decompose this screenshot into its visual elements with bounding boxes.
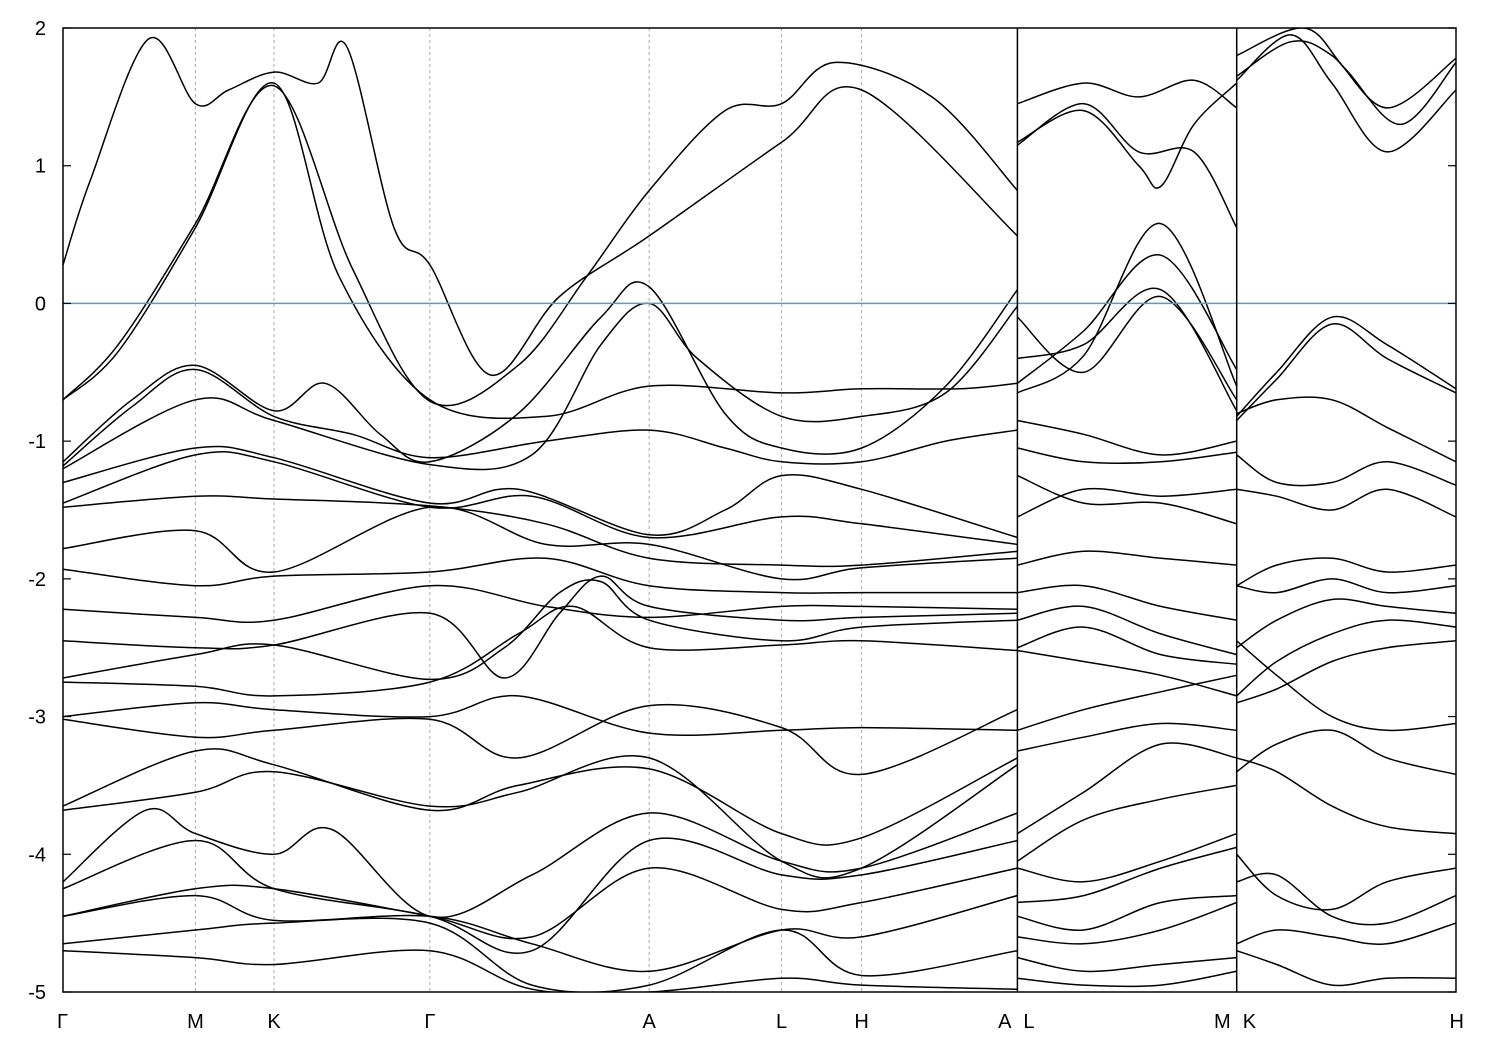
band-line-24: [63, 917, 1018, 992]
plot-frame: [62, 27, 1457, 993]
band-line-62: [1236, 598, 1456, 649]
x-tick-label: K: [1243, 1011, 1257, 1033]
y-tick-label: 0: [35, 293, 46, 315]
grid-lines: [194, 28, 1238, 992]
y-tick-label: -5: [28, 982, 46, 1004]
band-line-55: [1236, 315, 1456, 417]
y-axis: -5 -4 -3 -2 -1 0 1 2: [28, 18, 1456, 1004]
x-tick-label: M: [1214, 1011, 1231, 1033]
band-line-15: [63, 605, 1018, 697]
band-line-47: [1017, 846, 1237, 904]
band-line-52: [1236, 40, 1456, 109]
band-line-45: [1017, 784, 1237, 862]
x-tick-label: H: [1450, 1011, 1464, 1033]
band-line-69: [1236, 872, 1456, 926]
y-tick-label: -3: [28, 707, 46, 729]
band-line-14: [63, 579, 1018, 681]
band-line-6: [63, 302, 1018, 471]
band-line-41: [1017, 649, 1237, 697]
band-line-36: [1017, 487, 1237, 518]
band-line-63: [1236, 619, 1456, 697]
y-tick-label: 2: [35, 18, 46, 40]
band-line-9: [63, 495, 1018, 568]
band-line-27: [1016, 102, 1238, 229]
band-line-10: [63, 506, 1018, 581]
band-line-44: [1017, 742, 1237, 835]
x-tick-label: H: [854, 1011, 868, 1033]
band-line-28: [1017, 82, 1238, 189]
band-line-8: [63, 450, 1018, 546]
path-break-lines: [1016, 28, 1238, 992]
band-line-56: [1236, 323, 1456, 422]
band-line-7: [63, 445, 1018, 539]
band-line-46: [1017, 832, 1237, 883]
band-line-11: [63, 557, 1018, 594]
band-line-68: [1236, 853, 1456, 911]
y-tick-label: 1: [35, 156, 46, 178]
band-line-2: [63, 82, 1018, 420]
band-line-13: [63, 575, 1018, 679]
band-line-39: [1017, 605, 1237, 656]
band-line-61: [1236, 578, 1456, 594]
band-line-42: [1017, 674, 1237, 732]
band-line-29: [1017, 222, 1238, 394]
x-tick-label: A: [998, 1011, 1012, 1033]
y-tick-label: -2: [28, 569, 46, 591]
band-line-67: [1236, 729, 1456, 776]
band-line-5: [63, 368, 1018, 467]
x-tick-label: A: [642, 1011, 656, 1033]
band-line-21: [63, 837, 1018, 954]
x-tick-label: M: [187, 1011, 204, 1033]
band-line-53: [1236, 34, 1456, 153]
band-line-35: [1017, 474, 1237, 525]
band-line-71: [1236, 949, 1456, 987]
band-line-22: [63, 867, 1018, 940]
band-line-49: [1017, 901, 1237, 945]
band-line-58: [1236, 454, 1456, 487]
band-line-54: [1236, 28, 1456, 126]
x-tick-label: Γ: [424, 1011, 435, 1033]
band-line-16: [63, 694, 1018, 736]
band-line-37: [1017, 550, 1237, 566]
band-line-31: [1017, 287, 1238, 412]
band-line-25: [63, 949, 1018, 992]
band-line-66: [1236, 757, 1456, 835]
band-line-1: [63, 36, 1018, 376]
band-line-32: [1016, 295, 1238, 401]
band-line-17: [63, 703, 1018, 776]
band-line-51: [1017, 970, 1237, 988]
x-tick-label: Γ: [57, 1011, 68, 1033]
band-line-50: [1017, 956, 1237, 973]
x-tick-label: L: [776, 1011, 787, 1033]
band-line-38: [1017, 584, 1237, 621]
band-line-34: [1017, 447, 1237, 465]
band-line-23: [63, 894, 1018, 973]
y-tick-label: -4: [28, 844, 46, 866]
band-line-30: [1016, 254, 1238, 384]
band-line-19: [63, 755, 1018, 879]
x-tick-label: L: [1023, 1011, 1034, 1033]
x-tick-label: K: [267, 1011, 281, 1033]
band-line-18: [63, 748, 1018, 846]
band-line-70: [1236, 922, 1456, 946]
band-line-43: [1017, 722, 1237, 752]
band-line-64: [1236, 640, 1456, 704]
band-line-40: [1017, 626, 1237, 665]
band-line-59: [1236, 488, 1456, 518]
band-line-48: [1017, 894, 1237, 931]
band-lines: [63, 28, 1456, 992]
band-line-20: [63, 807, 1018, 919]
band-line-33: [1017, 419, 1237, 456]
band-line-3: [63, 61, 1018, 407]
y-tick-label: -1: [28, 431, 46, 453]
band-line-26: [1017, 79, 1238, 109]
band-line-57: [1236, 396, 1456, 463]
band-line-65: [1236, 640, 1456, 732]
band-line-60: [1236, 557, 1456, 587]
band-line-4: [63, 281, 1019, 463]
